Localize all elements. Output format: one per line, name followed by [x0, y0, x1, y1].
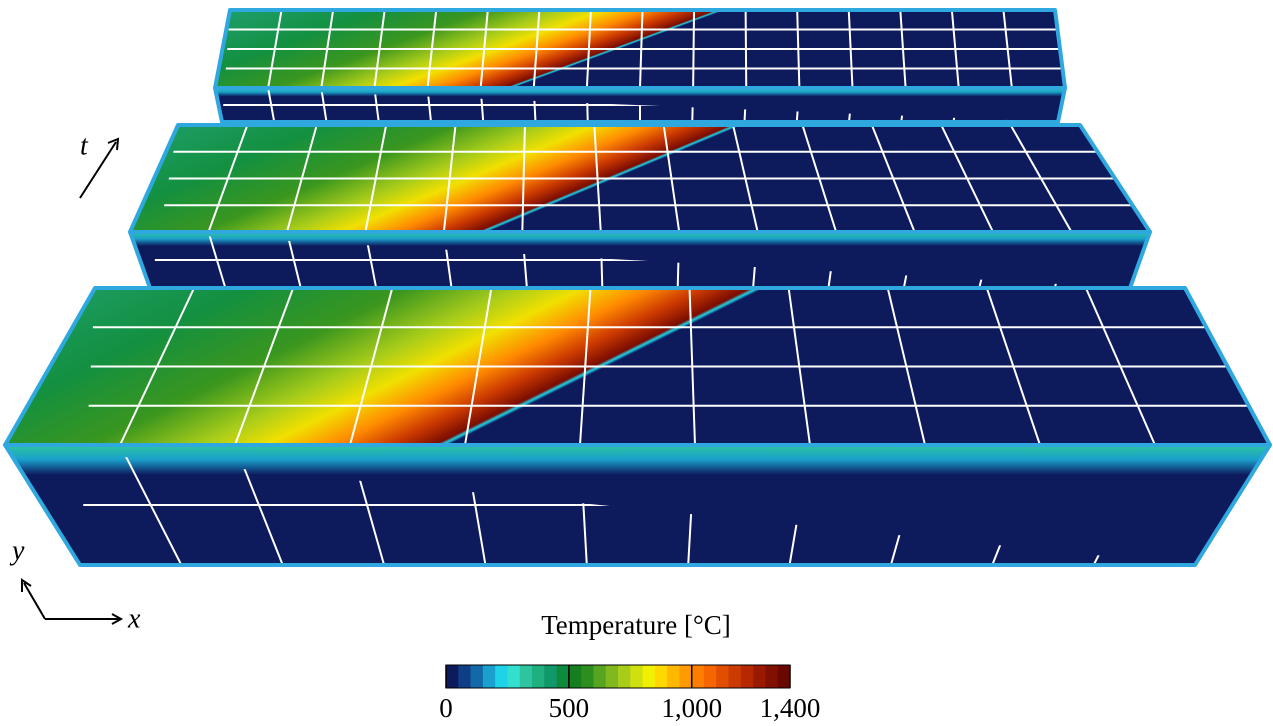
colorbar-segment — [568, 665, 582, 688]
colorbar-tick-label: 0 — [439, 693, 453, 723]
slab — [128, 123, 1152, 290]
colorbar-segment — [704, 665, 717, 688]
colorbar-segment — [519, 665, 533, 688]
colorbar-segment — [716, 665, 730, 688]
colorbar-segment — [532, 665, 545, 688]
slab-outline — [3, 443, 1272, 567]
y-arrow-head — [21, 578, 32, 592]
slab — [3, 286, 1272, 567]
t-arrow — [79, 141, 117, 199]
colorbar-segment — [581, 665, 594, 688]
colorbar-segment — [458, 665, 472, 688]
y-axis-label: y — [9, 535, 25, 566]
colorbar-tick-label: 1,000 — [661, 693, 722, 723]
colorbar-segment — [446, 665, 459, 688]
mesh-lines — [27, 288, 1249, 565]
slab-front-face — [215, 88, 1065, 122]
colorbar-segment — [618, 665, 631, 688]
colorbar-segment — [691, 665, 705, 688]
colorbar-segment — [654, 665, 668, 688]
colorbar-segment — [593, 665, 607, 688]
t-axis-label: t — [80, 130, 89, 161]
y-arrow — [23, 582, 46, 620]
colorbar-segment — [728, 665, 742, 688]
colorbar-segment — [556, 665, 570, 688]
slab — [213, 8, 1067, 124]
colorbar-segment — [495, 665, 508, 688]
colorbar-segment — [482, 665, 496, 688]
colorbar-segment — [667, 665, 680, 688]
colorbar-tick-label: 1,400 — [760, 693, 821, 723]
slab-front-face — [5, 445, 1270, 565]
colorbar-segment — [630, 665, 644, 688]
x-axis-label: x — [127, 603, 141, 634]
colorbar-segment — [679, 665, 693, 688]
mesh-slabs — [3, 8, 1272, 567]
slab-outline — [213, 86, 1067, 124]
colorbar-segment — [740, 665, 754, 688]
colorbar-segment — [507, 665, 521, 688]
slab-front-face — [130, 232, 1150, 288]
colorbar-segment — [470, 665, 484, 688]
t-arrow-head — [107, 137, 120, 151]
colorbar-segment — [765, 665, 779, 688]
colorbar-tick-label: 500 — [549, 693, 590, 723]
colorbar-title: Temperature [°C] — [541, 610, 731, 640]
colorbar-segment — [753, 665, 766, 688]
x-arrow-head — [111, 613, 124, 625]
colorbar: 0 500 1,000 1,400 — [439, 664, 821, 723]
colorbar-segment — [544, 665, 558, 688]
colorbar-segment — [605, 665, 619, 688]
colorbar-segment — [777, 665, 791, 688]
colorbar-segment — [642, 665, 656, 688]
